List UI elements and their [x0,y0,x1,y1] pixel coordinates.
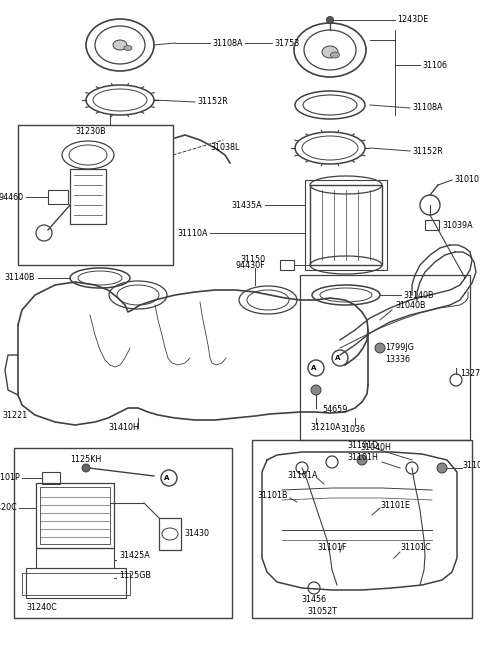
Text: 31101B: 31101B [257,490,288,500]
Circle shape [311,385,321,395]
Text: 31430: 31430 [184,528,209,537]
Text: 31456: 31456 [301,596,326,605]
Bar [305,180,387,270]
Text: 31101A: 31101A [287,471,317,479]
Text: 1125GB: 1125GB [119,571,151,581]
Bar [310,185,382,265]
Text: 31101C: 31101C [400,543,431,552]
Text: 31230B: 31230B [75,127,106,136]
Circle shape [82,464,90,472]
Text: 31152R: 31152R [197,97,228,106]
Text: 31101P: 31101P [0,473,20,483]
Text: A: A [336,355,341,361]
Text: 31040H: 31040H [360,443,391,453]
Text: 31039A: 31039A [442,221,473,229]
Text: 31036: 31036 [340,426,365,434]
Text: 31210A: 31210A [310,424,341,432]
Text: 31052T: 31052T [307,607,337,616]
Text: 31240C: 31240C [26,603,57,613]
Text: 31221: 31221 [2,411,27,419]
Text: 31425A: 31425A [119,552,150,560]
Bar [425,220,439,230]
Text: 31106: 31106 [422,61,447,69]
Text: 31152R: 31152R [412,146,443,155]
Text: 1243DE: 1243DE [397,16,428,25]
Circle shape [375,343,385,353]
Text: 31101D: 31101D [462,460,480,470]
Bar [70,169,106,224]
Text: 31101E: 31101E [380,500,410,509]
Text: 31150: 31150 [240,255,265,264]
Ellipse shape [331,52,339,58]
Bar [159,518,181,550]
Bar [14,448,232,618]
Text: 31101H: 31101H [347,453,378,462]
Text: 31110A: 31110A [178,229,208,238]
Ellipse shape [124,46,132,50]
Text: 94460: 94460 [0,193,24,202]
Text: 31753: 31753 [274,39,299,48]
Bar [280,260,294,270]
Bar [26,568,126,598]
Text: A: A [312,365,317,371]
Text: 31420C: 31420C [0,503,17,513]
Text: 31140B: 31140B [403,291,433,300]
Text: 31101D: 31101D [347,441,378,449]
Bar [42,472,60,484]
Bar [48,190,68,204]
Text: 31108A: 31108A [212,39,242,48]
Bar [40,487,110,544]
Text: A: A [164,475,170,481]
Text: 31410H: 31410H [108,424,139,432]
Text: 31435A: 31435A [231,200,262,210]
Text: 1327AC: 1327AC [460,368,480,377]
Text: 31101F: 31101F [317,543,347,552]
Text: 31140B: 31140B [4,274,35,283]
Bar [18,125,173,265]
Circle shape [437,463,447,473]
Text: 31010: 31010 [454,176,479,185]
Bar [36,483,114,548]
Ellipse shape [322,46,338,58]
Text: 94430F: 94430F [236,261,265,270]
Bar [300,275,470,440]
Text: 31108A: 31108A [412,103,443,112]
Text: 13336: 13336 [385,355,410,364]
Circle shape [326,16,334,24]
Bar [252,440,472,618]
Bar [22,573,130,595]
Text: 54659: 54659 [322,406,348,415]
Bar [36,548,114,568]
Circle shape [357,455,367,465]
Ellipse shape [113,40,127,50]
Text: 1125KH: 1125KH [71,456,102,464]
Text: 31038L: 31038L [210,144,240,153]
Text: 31040B: 31040B [395,300,425,310]
Text: 1799JG: 1799JG [385,343,414,353]
